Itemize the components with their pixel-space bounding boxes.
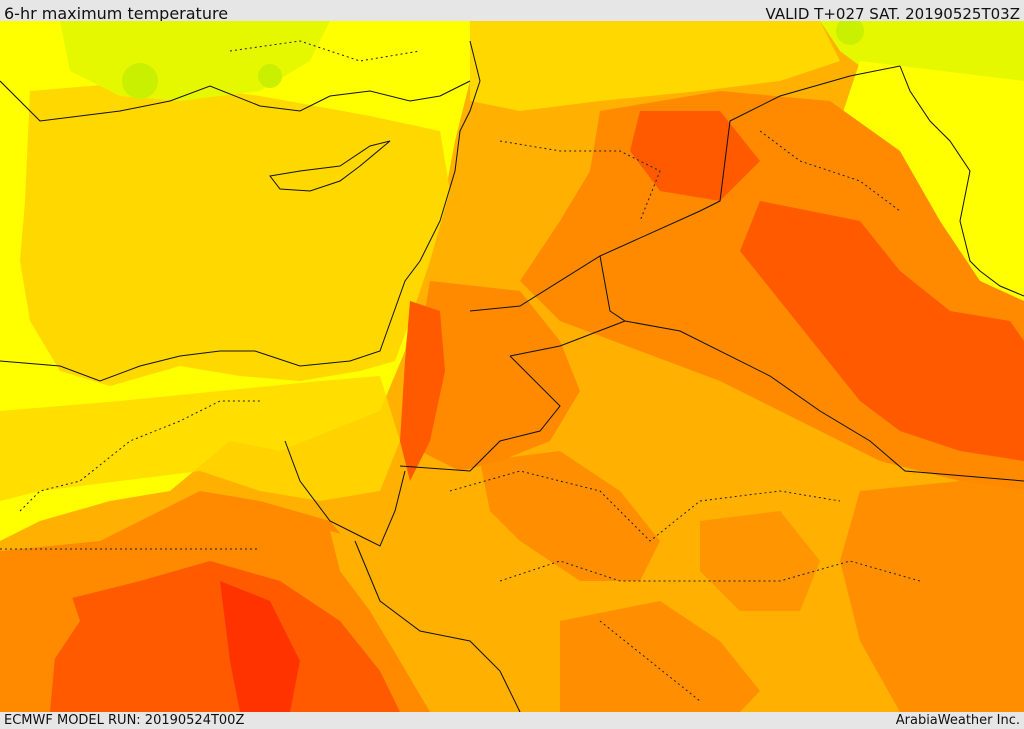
top-bar: 6-hr maximum temperature VALID T+027 SAT… <box>0 0 1024 23</box>
field-gold-sinai <box>0 376 400 501</box>
field-orange-saudi-2 <box>560 601 760 712</box>
field-green-spot-2 <box>258 64 282 88</box>
credit: ArabiaWeather Inc. <box>895 713 1020 728</box>
map-title: 6-hr maximum temperature <box>4 4 229 23</box>
coastline-cyprus <box>269 140 391 192</box>
field-orange-saudi-4 <box>700 511 820 611</box>
field-deep-orange-syria <box>630 111 760 201</box>
field-orange-sw-2 <box>0 561 80 691</box>
dotted-turkey <box>229 40 421 62</box>
border-jordan-saudi <box>399 355 561 472</box>
dotted-saudi-2 <box>499 560 921 582</box>
field-orange-saudi-3 <box>840 481 1024 712</box>
field-deep-orange-iraq <box>740 201 1024 461</box>
field-deep-orange-sw <box>50 561 400 712</box>
field-orange-saudi-1 <box>480 451 660 581</box>
dotted-iraq <box>759 130 901 212</box>
dotted-saudi-3 <box>599 620 701 702</box>
coastline-levant <box>254 40 481 367</box>
border-syria-jordan-iraq <box>469 65 901 312</box>
field-orange-jordan <box>410 281 580 471</box>
coastline-gulf <box>979 270 1024 297</box>
border-iraq-syria <box>599 255 1024 482</box>
dotted-saudi-1 <box>449 470 841 542</box>
temperature-map[interactable] <box>0 21 1024 712</box>
field-green-spot-3 <box>836 21 864 45</box>
field-red-sw <box>220 581 300 712</box>
border-jordan-iraq <box>509 320 626 357</box>
field-redsea <box>330 531 460 712</box>
valid-time: VALID T+027 SAT. 20190525T03Z <box>765 5 1020 23</box>
bottom-bar: ECMWF MODEL RUN: 20190524T00Z ArabiaWeat… <box>0 712 1024 729</box>
coastline-egypt <box>0 350 255 382</box>
field-ne-yellow <box>840 61 1024 311</box>
field-north-gold <box>470 21 840 111</box>
dotted-syria <box>499 140 661 222</box>
border-iran <box>899 65 981 272</box>
coastline-suez <box>284 440 406 547</box>
field-green-spot-1 <box>122 63 158 99</box>
model-run: ECMWF MODEL RUN: 20190524T00Z <box>4 713 245 728</box>
coastline-turkey <box>0 80 471 122</box>
field-sea-gold <box>20 81 450 386</box>
field-orange-deadsea <box>400 301 445 481</box>
coastline-redsea <box>354 540 521 712</box>
